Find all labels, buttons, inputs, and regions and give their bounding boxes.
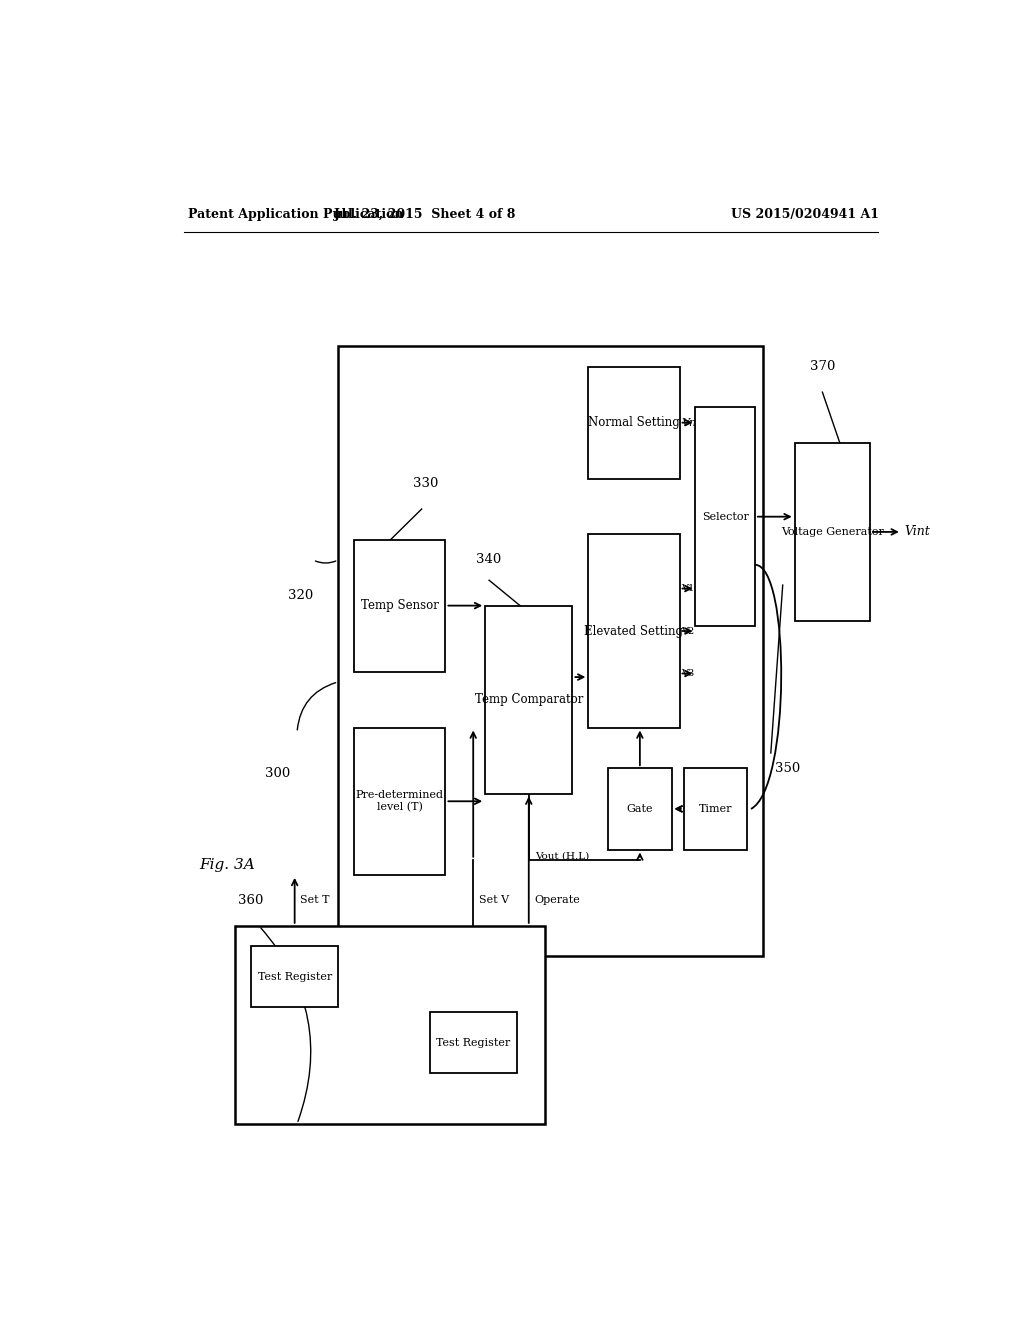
Text: Test Register: Test Register (257, 972, 332, 982)
Bar (608, 768, 672, 850)
Text: V3: V3 (681, 669, 694, 678)
FancyArrowPatch shape (297, 682, 336, 730)
Bar (588, 367, 680, 479)
Text: Vn: Vn (682, 417, 697, 428)
Text: Gate: Gate (627, 804, 653, 814)
Bar (236, 925, 545, 1123)
Text: Voltage Generator: Voltage Generator (781, 527, 884, 537)
Bar (795, 444, 870, 620)
Text: Test Register: Test Register (436, 1038, 510, 1048)
Text: Vint: Vint (904, 525, 930, 539)
Text: Timer: Timer (698, 804, 732, 814)
Text: 330: 330 (413, 477, 438, 490)
Bar (485, 606, 572, 793)
Text: Jul. 23, 2015  Sheet 4 of 8: Jul. 23, 2015 Sheet 4 of 8 (335, 207, 517, 220)
Text: 360: 360 (239, 894, 264, 907)
Text: US 2015/0204941 A1: US 2015/0204941 A1 (731, 207, 880, 220)
Text: Selector: Selector (701, 512, 749, 521)
Text: Vout (H,L): Vout (H,L) (536, 851, 590, 861)
Text: Temp Sensor: Temp Sensor (360, 599, 438, 612)
Text: Elevated Setting: Elevated Setting (585, 624, 683, 638)
Text: 300: 300 (264, 767, 290, 780)
Text: Operate: Operate (535, 895, 580, 906)
Text: Pre-determined
level (T): Pre-determined level (T) (355, 791, 443, 812)
Bar (251, 946, 338, 1007)
FancyArrowPatch shape (315, 561, 336, 564)
Text: Patent Application Publication: Patent Application Publication (187, 207, 403, 220)
Text: Set T: Set T (300, 895, 330, 906)
Bar (588, 535, 680, 727)
Text: 320: 320 (289, 589, 313, 602)
Text: Set V: Set V (479, 895, 509, 906)
Text: 340: 340 (476, 553, 502, 566)
Text: Fig. 3A: Fig. 3A (200, 858, 255, 871)
Bar (430, 1012, 517, 1073)
Bar (354, 540, 445, 672)
Text: 350: 350 (775, 762, 800, 775)
Text: Normal Setting: Normal Setting (588, 416, 680, 429)
FancyArrowPatch shape (261, 928, 310, 1122)
Bar (338, 346, 763, 956)
Text: Temp Comparator: Temp Comparator (474, 693, 583, 706)
Bar (695, 408, 755, 626)
Bar (684, 768, 746, 850)
Text: V1: V1 (681, 583, 694, 593)
Text: 370: 370 (810, 360, 836, 374)
Bar (354, 727, 445, 875)
Text: V2: V2 (681, 627, 694, 635)
